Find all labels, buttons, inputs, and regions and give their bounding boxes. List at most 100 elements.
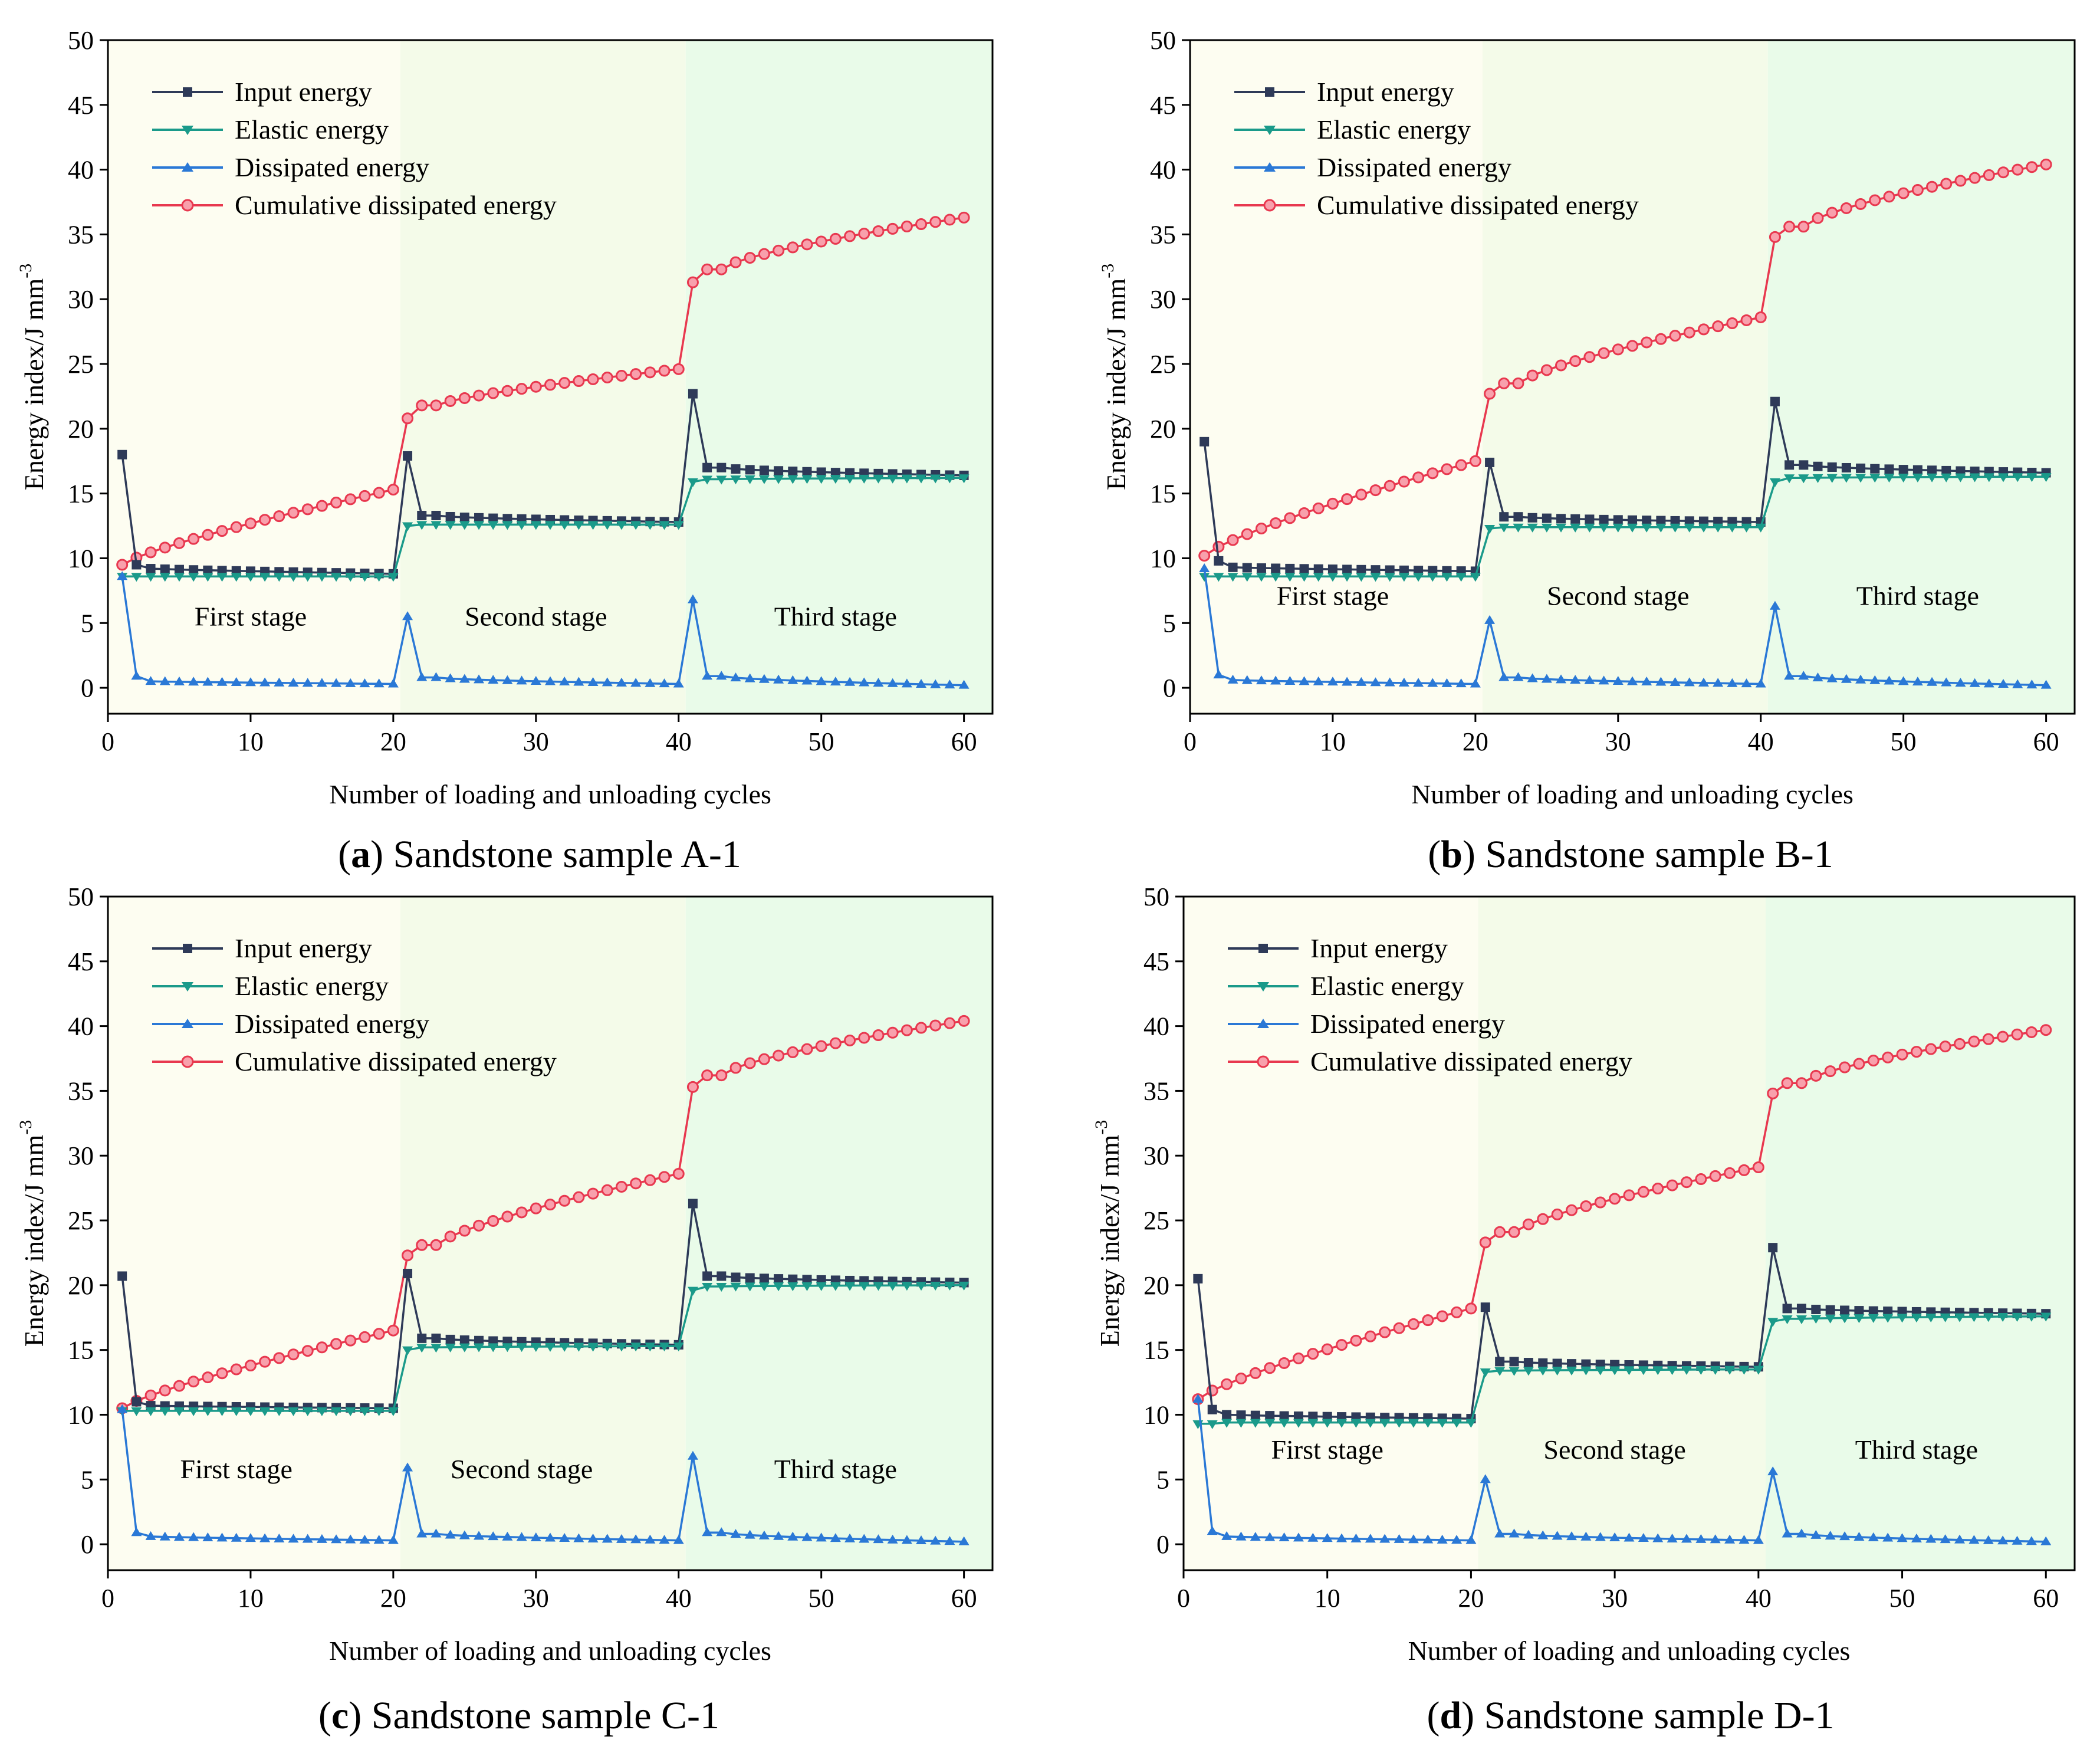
point-cumulative	[359, 490, 371, 502]
point-cumulative	[1594, 1196, 1606, 1209]
point-dissipated	[488, 1531, 499, 1541]
point-cumulative	[1781, 1077, 1793, 1089]
point-cumulative	[1911, 184, 1924, 196]
stage-band-2	[1482, 40, 1768, 714]
x-tick-label: 30	[1605, 727, 1631, 756]
x-axis-label: Number of loading and unloading cycles	[329, 779, 771, 809]
point-cumulative	[672, 1167, 685, 1180]
point-elastic	[873, 1282, 884, 1291]
point-dissipated	[645, 678, 656, 687]
point-cumulative	[901, 1024, 913, 1036]
point-elastic	[231, 573, 242, 582]
x-tick-label: 20	[380, 1584, 406, 1613]
point-elastic	[1484, 524, 1496, 534]
point-dissipated	[474, 674, 485, 684]
point-cumulative	[1954, 175, 1967, 187]
point-cumulative	[416, 399, 428, 412]
x-tick-label: 0	[101, 727, 114, 756]
point-cumulative	[1795, 1077, 1807, 1089]
x-tick-label: 30	[523, 727, 549, 756]
point-cumulative	[1336, 1339, 1348, 1351]
legend-marker-input	[1265, 87, 1274, 97]
point-cumulative	[1326, 497, 1339, 510]
point-dissipated	[345, 678, 356, 687]
point-dissipated	[844, 677, 856, 686]
y-tick-label: 25	[1150, 350, 1176, 379]
x-tick-label: 60	[951, 1584, 977, 1613]
point-cumulative	[1566, 1204, 1578, 1216]
x-tick-label: 10	[1320, 727, 1346, 756]
point-dissipated	[359, 678, 370, 688]
legend-marker-cumulative	[1263, 199, 1276, 212]
y-axis-label: Energy index/J mm-3	[16, 1120, 49, 1347]
point-dissipated	[1627, 676, 1638, 685]
point-dissipated	[416, 1528, 428, 1538]
point-dissipated	[445, 1529, 456, 1539]
point-input	[1927, 465, 1937, 475]
point-elastic	[516, 521, 527, 530]
point-input	[1222, 1410, 1232, 1420]
point-cumulative	[188, 533, 200, 545]
point-dissipated	[231, 677, 242, 687]
y-tick-label: 30	[1150, 285, 1176, 314]
point-input	[745, 1273, 755, 1283]
point-dissipated	[316, 1534, 327, 1543]
y-tick-label: 35	[68, 1076, 94, 1105]
point-dissipated	[402, 611, 413, 621]
point-cumulative	[1609, 1193, 1621, 1205]
point-cumulative	[202, 1371, 214, 1384]
y-tick-label: 20	[68, 1271, 94, 1300]
y-tick-label: 25	[68, 1206, 94, 1235]
point-cumulative	[1393, 1322, 1405, 1334]
point-dissipated	[159, 676, 170, 685]
point-dissipated	[887, 1534, 898, 1544]
point-elastic	[459, 521, 470, 530]
point-input	[1485, 457, 1495, 467]
point-cumulative	[801, 238, 813, 251]
point-elastic	[1336, 1419, 1348, 1428]
chart-panel-b: 0 5 10 15 20 25 30 35 40 45 50 0 10 20 30 40 50 60 Number …	[1098, 26, 2076, 876]
point-input	[731, 1272, 741, 1282]
point-elastic	[930, 1282, 941, 1291]
point-cumulative	[844, 230, 856, 242]
point-input	[1856, 463, 1866, 473]
point-cumulative	[1427, 467, 1439, 480]
point-elastic	[387, 1407, 399, 1416]
point-elastic	[702, 1283, 713, 1292]
point-cumulative	[373, 487, 385, 499]
point-elastic	[830, 475, 841, 484]
point-dissipated	[1584, 675, 1595, 684]
series-dissipated	[117, 571, 970, 689]
y-axis-label-exponent: -3	[16, 264, 35, 278]
point-elastic	[516, 1343, 527, 1353]
point-elastic	[1670, 523, 1681, 533]
point-dissipated	[1955, 678, 1966, 687]
point-dissipated	[1227, 674, 1238, 684]
point-dissipated	[1284, 675, 1296, 685]
y-tick-label: 0	[1156, 1530, 1169, 1559]
point-cumulative	[1583, 351, 1596, 363]
point-dissipated	[1612, 675, 1624, 685]
y-tick-label: 25	[1143, 1206, 1169, 1235]
point-dissipated	[1812, 672, 1823, 682]
point-cumulative	[544, 379, 556, 391]
point-cumulative	[1398, 475, 1410, 488]
point-elastic	[1523, 1367, 1534, 1376]
point-cumulative	[1826, 206, 1838, 219]
point-cumulative	[2025, 1026, 2037, 1038]
point-elastic	[573, 521, 584, 530]
point-input	[403, 451, 413, 461]
point-cumulative	[1954, 1038, 1966, 1050]
point-elastic	[373, 1407, 384, 1416]
point-elastic	[359, 573, 370, 582]
point-cumulative	[244, 517, 257, 530]
point-cumulative	[1469, 455, 1481, 467]
point-cumulative	[630, 1177, 642, 1190]
point-cumulative	[1241, 528, 1253, 540]
legend-marker-input	[183, 87, 192, 97]
point-elastic	[416, 1344, 428, 1353]
point-cumulative	[886, 1026, 899, 1039]
point-elastic	[1279, 1419, 1290, 1428]
point-input	[1371, 565, 1381, 575]
point-input	[1250, 1410, 1260, 1420]
